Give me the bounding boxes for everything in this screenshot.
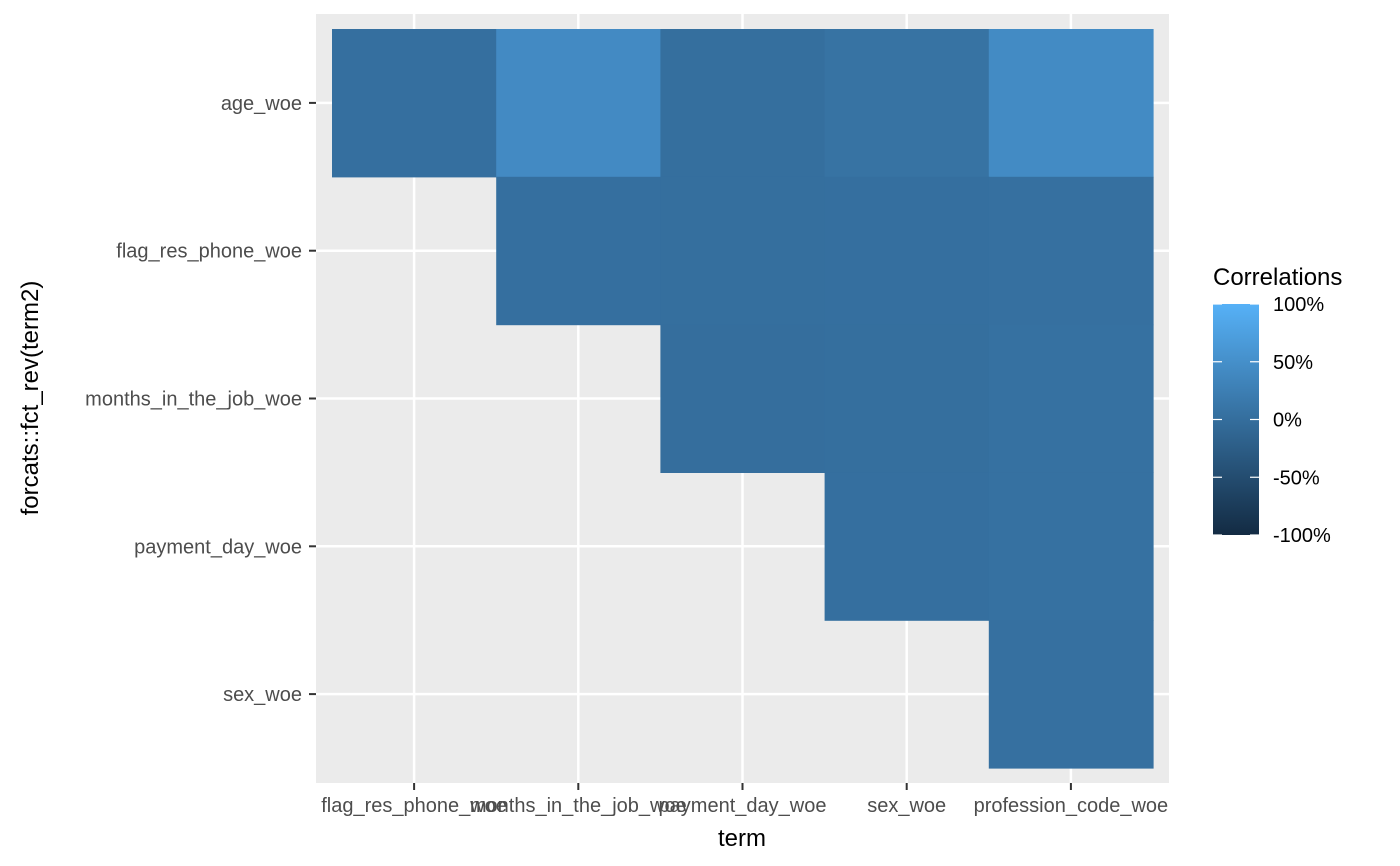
heatmap-cell bbox=[988, 472, 1154, 621]
x-axis-title: term bbox=[718, 825, 766, 852]
x-axis: flag_res_phone_woemonths_in_the_job_woep… bbox=[321, 783, 1168, 817]
legend-label: -100% bbox=[1273, 525, 1331, 547]
x-tick-label: flag_res_phone_woe bbox=[321, 795, 507, 817]
heatmap-cell bbox=[824, 176, 990, 326]
heatmap-cell bbox=[660, 176, 826, 326]
heatmap-cell bbox=[988, 620, 1154, 769]
legend: Correlations 100% 50% 0% -50% -100% bbox=[1213, 264, 1342, 547]
heatmap-cells bbox=[332, 29, 1154, 769]
heatmap-cell bbox=[824, 29, 990, 178]
y-axis: age_woe flag_res_phone_woe months_in_the_j… bbox=[85, 93, 316, 706]
heatmap-cell bbox=[496, 29, 661, 178]
legend-label: 100% bbox=[1273, 294, 1324, 316]
heatmap-cell bbox=[824, 324, 990, 473]
legend-label: 0% bbox=[1273, 410, 1302, 432]
x-tick-label: profession_code_woe bbox=[974, 795, 1169, 817]
heatmap-cell bbox=[988, 29, 1154, 178]
y-tick-label: months_in_the_job_woe bbox=[85, 389, 302, 411]
heatmap-cell bbox=[988, 324, 1154, 473]
legend-title: Correlations bbox=[1213, 264, 1342, 291]
y-tick-label: age_woe bbox=[221, 93, 302, 115]
heatmap-cell bbox=[332, 29, 497, 178]
heatmap-cell bbox=[496, 176, 661, 326]
heatmap-cell bbox=[660, 324, 826, 473]
y-axis-title: forcats::fct_rev(term2) bbox=[17, 281, 44, 516]
legend-label: -50% bbox=[1273, 467, 1320, 489]
y-tick-label: sex_woe bbox=[223, 684, 302, 706]
y-tick-label: payment_day_woe bbox=[134, 536, 302, 558]
x-tick-label: months_in_the_job_woe bbox=[470, 795, 687, 817]
x-tick-label: sex_woe bbox=[867, 795, 946, 817]
y-tick-label: flag_res_phone_woe bbox=[116, 241, 302, 263]
x-tick-label: payment_day_woe bbox=[659, 795, 827, 817]
heatmap-cell bbox=[988, 176, 1154, 326]
heatmap-cell bbox=[660, 29, 826, 178]
heatmap-cell bbox=[824, 472, 990, 621]
legend-label: 50% bbox=[1273, 352, 1313, 374]
